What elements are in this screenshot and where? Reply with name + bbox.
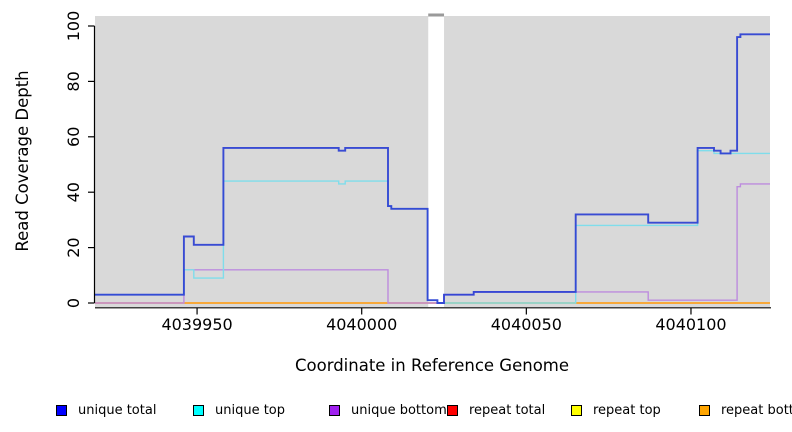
- x-tick-label: 4040100: [655, 315, 726, 334]
- x-tick-label: 4039950: [161, 315, 232, 334]
- series-line-unique-total: [95, 33, 770, 304]
- series-lines: [95, 33, 770, 304]
- legend-item-repeat-bottom: repeat bottom: [699, 400, 792, 420]
- legend-label: unique bottom: [351, 402, 447, 418]
- legend-swatch-icon: [56, 404, 67, 416]
- y-tick-label: 0: [64, 298, 83, 308]
- x-axis-title: Coordinate in Reference Genome: [295, 356, 569, 375]
- legend-swatch-icon: [571, 404, 582, 416]
- legend-item-repeat-total: repeat total: [447, 400, 545, 420]
- gap-top-edge: [428, 13, 445, 17]
- y-tick-label: 40: [64, 182, 83, 202]
- legend-item-repeat-top: repeat top: [571, 400, 661, 420]
- y-tick-label: 60: [64, 127, 83, 147]
- x-tick-label: 4040000: [326, 315, 397, 334]
- y-tick-label: 100: [64, 11, 83, 42]
- legend-item-unique-bottom: unique bottom: [329, 400, 447, 420]
- legend-label: repeat total: [469, 402, 546, 418]
- legend-swatch-icon: [329, 404, 340, 416]
- legend-label: repeat top: [593, 402, 661, 418]
- legend-swatch-icon: [699, 404, 710, 416]
- y-axis-title: Read Coverage Depth: [13, 70, 32, 251]
- legend-swatch-icon: [193, 404, 204, 416]
- legend-item-unique-total: unique total: [56, 400, 156, 420]
- x-tick-label: 4040050: [491, 315, 562, 334]
- no-data-gap: [428, 16, 445, 307]
- legend-label: unique top: [215, 402, 286, 418]
- y-tick-label: 80: [64, 71, 83, 91]
- y-tick-label: 20: [64, 237, 83, 257]
- axis-ticks: 4039950 4040000 4040050 4040100 0 20 40 60 80 100: [64, 11, 727, 334]
- legend-label: unique total: [78, 402, 157, 418]
- legend-label: repeat bottom: [721, 402, 792, 418]
- legend: unique total unique top unique bottom repea…: [0, 400, 792, 424]
- legend-item-unique-top: unique top: [193, 400, 285, 420]
- legend-swatch-icon: [447, 404, 458, 416]
